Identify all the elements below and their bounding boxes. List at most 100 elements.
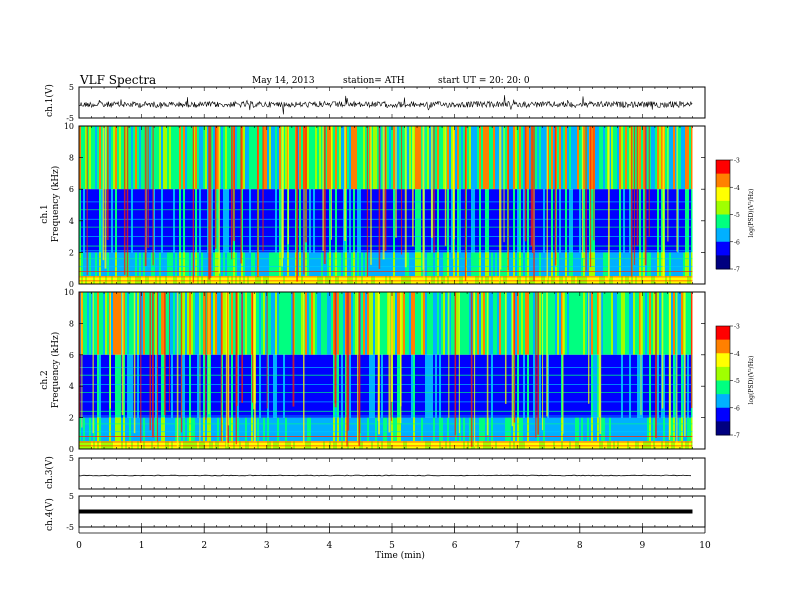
ch2-spectrogram-cell [415,292,417,355]
ch1-spectrogram-cell [377,252,379,277]
ch2-spectrogram-cell [561,417,563,442]
ch2-spectrogram-cell [185,441,187,449]
ch2-spectrogram-cell [663,417,665,442]
ch2-spectrogram-cell [313,441,315,449]
ch2-spectrogram-cell [521,292,523,355]
ch1-spectrogram-cell [597,189,599,253]
ch1-spectrogram-cell [605,189,607,253]
ch2-spectrogram-cell [595,417,597,442]
ch1-spectrogram-cell [665,276,667,284]
ch2-spectrogram-cell [233,417,235,442]
ch2-spectrogram-ytick-label: 10 [64,288,74,297]
ch2-spectrogram-cell [563,292,565,355]
ch2-spectrogram-cell [393,354,395,418]
ch2-spectrogram-cell [431,354,433,418]
ch1-spectrogram-cell [603,189,605,253]
ch1-spectrogram-cell [239,252,241,277]
ch2-spectrogram-cell [665,292,667,355]
ch2-spectrogram-cell [213,292,215,355]
ch2-spectrogram-cell [529,441,531,449]
ch2-spectrogram-cell [507,441,509,449]
ch2-spectrogram-cell [271,292,273,355]
ch2-spectrogram-cell [593,354,595,418]
ch1-spectrogram-cell [221,276,223,284]
ch2-spectrogram-colorbar-cell [716,432,730,436]
ch1-spectrogram-cell [205,252,207,277]
ch1-spectrogram-cell [171,126,173,190]
ch1-spectrogram-cell [283,189,285,253]
ch2-spectrogram-cell [91,441,93,449]
ch1-spectrogram-cell [227,252,229,277]
ch1-spectrogram-cell [143,276,145,284]
ch1-spectrogram-cell [217,126,219,190]
ch1-spectrogram-cell [265,126,267,190]
ch1-spectrogram-cell [179,276,181,284]
ch2-spectrogram-cell [279,441,281,449]
ch1-spectrogram-cell [239,126,241,190]
ch2-spectrogram-cell [403,441,405,449]
ch1-spectrogram-cell [339,252,341,277]
ch2-spectrogram-cell [183,292,185,355]
ch2-spectrogram-cell [181,441,183,449]
ch2-spectrogram-cell [381,292,383,355]
ch1-spectrogram-cell [489,276,491,284]
ch2-spectrogram-cell [665,417,667,442]
ch1-spectrogram-cell [175,126,177,190]
ch2-spectrogram-colorbar-cell [716,383,730,387]
ch1-spectrogram-cell [295,252,297,277]
ch1-spectrogram-cell [611,252,613,277]
ch1-spectrogram-cell [287,276,289,284]
ch2-spectrogram-cell [395,441,397,449]
ch1-spectrogram-cell [659,252,661,277]
ch1-spectrogram-cell [393,276,395,284]
ch2-spectrogram-cell [215,417,217,442]
ch1-spectrogram-cell [143,126,145,190]
ch2-spectrogram-cell [477,417,479,442]
ch2-spectrogram-cell [591,441,593,449]
ch2-spectrogram-cell [315,354,317,418]
ch1-spectrogram-cell [313,276,315,284]
ch2-spectrogram-cell [441,354,443,418]
ch1-spectrogram-cell [565,189,567,253]
ch1-spectrogram-cell [217,276,219,284]
ch1-spectrogram-cell [255,126,257,190]
ch1-spectrogram-cell [391,189,393,253]
ch2-spectrogram-cell [451,354,453,418]
ch1-spectrogram-colorbar-cell [716,225,730,229]
ch1-spectrogram-cell [261,276,263,284]
ch2-spectrogram-cell [133,441,135,449]
ch1-spectrogram-cell [567,252,569,277]
ch1-spectrogram-cell [569,126,571,190]
ch1-spectrogram-cell [571,189,573,253]
ch1-spectrogram-cell [665,252,667,277]
ch2-spectrogram-cell [175,354,177,418]
ch1-spectrogram-cell [179,189,181,253]
ch1-spectrogram-cell [473,189,475,253]
ch2-spectrogram-cell [397,354,399,418]
ch2-spectrogram-cell [501,417,503,442]
ch1-spectrogram-cell [529,252,531,277]
ch2-spectrogram-cell [587,354,589,418]
ch2-spectrogram-cell [297,354,299,418]
ch2-spectrogram-cell [595,292,597,355]
ch1-spectrogram-cell [259,126,261,190]
ch2-spectrogram-cell [561,354,563,418]
ch1-spectrogram-ytick-label: 6 [69,185,74,194]
ch2-spectrogram-cell [185,292,187,355]
ch2-spectrogram-cell [335,417,337,442]
ch2-spectrogram-cell [89,354,91,418]
ch1-spectrogram-cell [211,276,213,284]
ch2-spectrogram-cell [607,292,609,355]
ch1-spectrogram-cell [313,252,315,277]
ch1-spectrogram-cell [91,189,93,253]
ch2-spectrogram-cell [223,292,225,355]
ch2-spectrogram-cell [441,417,443,442]
ch2-spectrogram-cell [559,354,561,418]
ch2-spectrogram-cell [103,354,105,418]
ch2-spectrogram-cell [323,417,325,442]
ch2-spectrogram-cell [609,441,611,449]
ch1-spectrogram-cell [437,252,439,277]
ch1-spectrogram-cell [137,189,139,253]
ch2-spectrogram-cell [573,417,575,442]
